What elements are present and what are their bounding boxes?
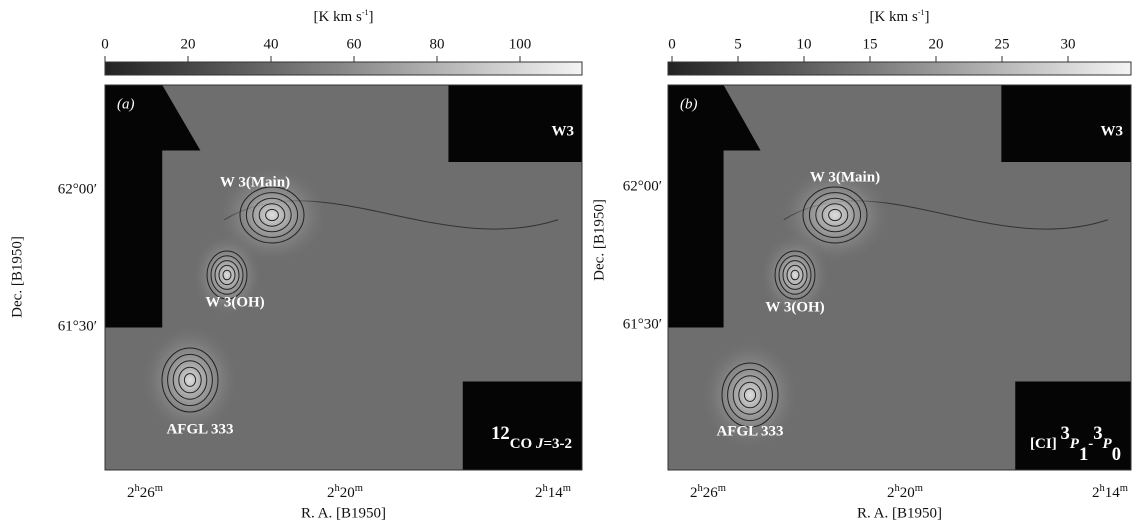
x-tick-label-part: 2 <box>1092 485 1100 501</box>
colorbar-tick-label: 15 <box>863 36 878 52</box>
x-tick-label-part: m <box>718 483 727 494</box>
colorbar-unit: [K km s-1] <box>869 8 929 25</box>
x-tick-label-part: 26 <box>140 485 156 501</box>
x-tick-label-part: m <box>563 483 572 494</box>
line-label-part: =3-2 <box>543 436 572 452</box>
x-tick-label-part: 2 <box>887 485 895 501</box>
y-axis-label: Dec. [B1950] <box>9 236 25 318</box>
x-tick-label-part: m <box>1120 483 1129 494</box>
region-name: W3 <box>552 123 575 139</box>
colorbar-tick-label: 10 <box>797 36 812 52</box>
x-tick-label-part: m <box>915 483 924 494</box>
source-label: W 3(OH) <box>205 294 264 310</box>
colorbar-tick-label: 0 <box>668 36 676 52</box>
colorbar-tick-label: 0 <box>101 36 109 52</box>
line-label-part: 3 <box>1093 423 1102 444</box>
x-axis-label: R. A. [B1950] <box>857 505 942 521</box>
x-tick-label-part: 14 <box>548 485 564 501</box>
figure: [K km s-1]020406080100(a)W3W 3(Main)W 3(… <box>0 0 1143 524</box>
line-label-part: 0 <box>1112 444 1121 465</box>
x-tick-label: 2h26m <box>690 483 727 502</box>
colorbar-tick-label: 80 <box>430 36 445 52</box>
colorbar-tick-label: 5 <box>734 36 742 52</box>
source-label: W 3(OH) <box>765 299 824 315</box>
x-tick-label-part: 14 <box>1105 485 1121 501</box>
colorbar-tick-label: 25 <box>995 36 1010 52</box>
colorbar-tick-label: 60 <box>347 36 362 52</box>
colorbar-tick-label: 40 <box>264 36 279 52</box>
x-tick-label-part: m <box>155 483 164 494</box>
y-axis-label: Dec. [B1950] <box>591 199 607 281</box>
colorbar-tick-label: 20 <box>181 36 196 52</box>
x-tick-label-part: 20 <box>900 485 915 501</box>
colorbar <box>105 62 582 75</box>
x-tick-label-part: m <box>355 483 364 494</box>
line-label-part: 12 <box>491 423 510 444</box>
x-tick-label: 2h26m <box>127 483 164 502</box>
line-label-part: [CI] <box>1030 436 1060 452</box>
x-tick-label: 2h20m <box>327 483 364 502</box>
x-tick-label-part: 26 <box>703 485 719 501</box>
x-axis-label: R. A. [B1950] <box>301 505 386 521</box>
colorbar-tick-label: 20 <box>929 36 944 52</box>
x-tick-label-part: 2 <box>690 485 698 501</box>
source-glow <box>140 322 241 437</box>
source-label: W 3(Main) <box>810 169 880 185</box>
x-tick-label-part: 2 <box>535 485 543 501</box>
y-tick-label: 61°30′ <box>623 316 662 332</box>
colorbar-unit-part: ] <box>925 9 930 25</box>
line-label-part: 3 <box>1060 423 1069 444</box>
colorbar-tick-label: 30 <box>1061 36 1076 52</box>
colorbar-unit-part: ] <box>369 9 374 25</box>
colorbar-unit-part: -1 <box>362 8 369 17</box>
source-label: AFGL 333 <box>166 421 233 437</box>
y-tick-label: 61°30′ <box>58 318 97 334</box>
y-tick-label: 62°00′ <box>623 178 662 194</box>
colorbar-unit-part: [K km s <box>869 9 917 25</box>
panel-label: (a) <box>117 96 135 112</box>
colorbar-tick-label: 100 <box>509 36 532 52</box>
x-tick-label: 2h20m <box>887 483 924 502</box>
y-tick-label: 62°00′ <box>58 181 97 197</box>
colorbar-unit: [K km s-1] <box>313 8 373 25</box>
colorbar-unit-part: [K km s <box>313 9 361 25</box>
x-tick-label-part: 2 <box>127 485 135 501</box>
source-label: AFGL 333 <box>716 423 783 439</box>
region-name: W3 <box>1101 123 1124 139</box>
panel-label: (b) <box>680 96 698 112</box>
line-label-part: 1 <box>1079 444 1088 465</box>
x-tick-label: 2h14m <box>535 483 572 502</box>
x-tick-label-part: 20 <box>340 485 355 501</box>
source-label: W 3(Main) <box>220 174 290 190</box>
line-label-part: CO <box>510 436 536 452</box>
x-tick-label: 2h14m <box>1092 483 1129 502</box>
x-tick-label-part: 2 <box>327 485 335 501</box>
colorbar <box>668 62 1131 75</box>
colorbar-unit-part: -1 <box>918 8 925 17</box>
